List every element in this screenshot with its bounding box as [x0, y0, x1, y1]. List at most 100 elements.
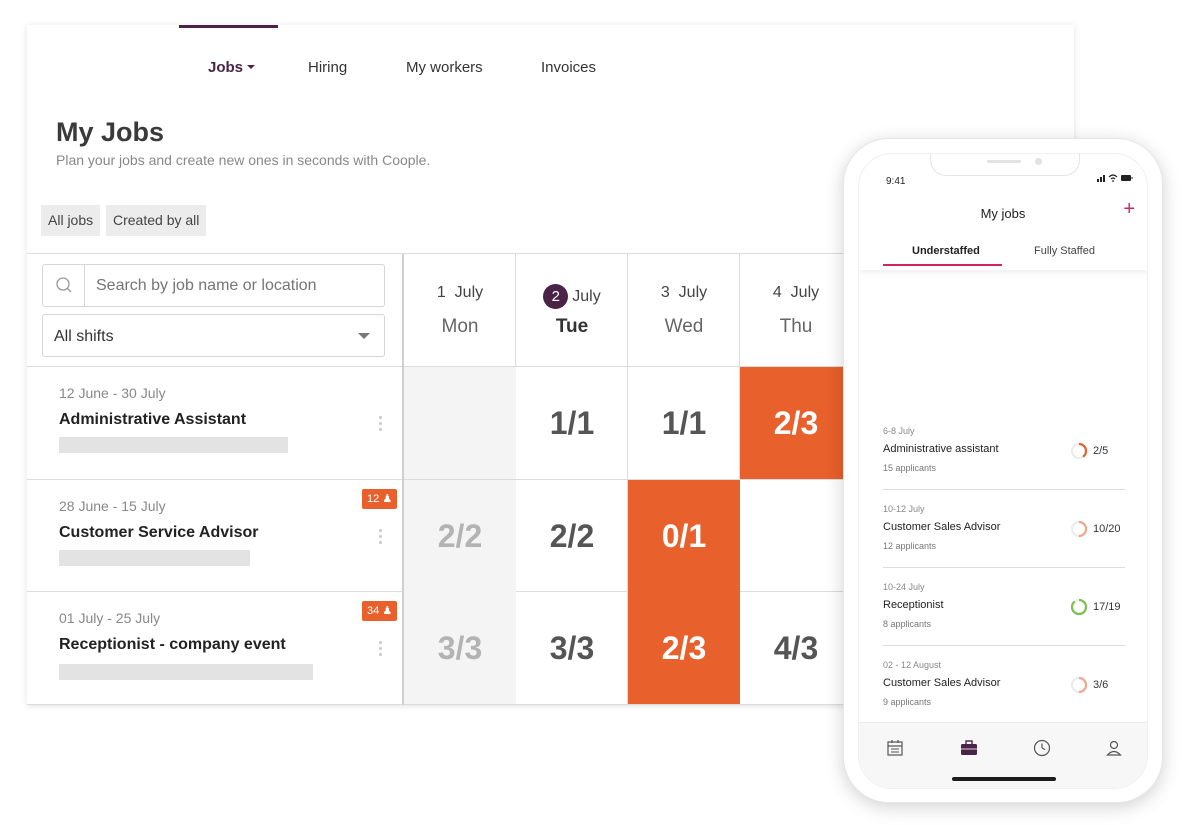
grid-divider — [27, 704, 1074, 705]
nav-my-workers[interactable]: My workers — [406, 59, 483, 76]
staffing-ring — [1070, 520, 1088, 538]
grid-divider — [27, 366, 1074, 367]
job-applicants: 8 applicants — [883, 619, 932, 629]
staffing-ring-fill — [1070, 676, 1088, 694]
grid-divider — [402, 254, 404, 705]
day-header: 4 July Thu — [740, 254, 852, 367]
nav-jobs[interactable]: Jobs — [208, 59, 256, 76]
day-name: Tue — [555, 316, 589, 337]
day-name: Thu — [779, 316, 813, 337]
job-title: Customer Sales Advisor — [883, 521, 1001, 533]
job-filter-panel: All shifts — [27, 254, 402, 705]
job-applicants: 12 applicants — [883, 541, 937, 551]
phone-job-item[interactable]: 02 - 12 August Customer Sales Advisor 9 … — [883, 646, 1125, 724]
nav-invoices[interactable]: Invoices — [541, 59, 597, 76]
shift-cell[interactable]: 1/1 — [549, 405, 595, 441]
briefcase-icon[interactable] — [959, 738, 979, 758]
shift-cell[interactable] — [404, 367, 516, 479]
today-marker: 2 — [543, 284, 569, 309]
person-icon: ♟ — [382, 605, 393, 617]
shift-select[interactable]: All shifts — [42, 314, 385, 357]
page-subtitle: Plan your jobs and create new ones in se… — [56, 152, 431, 168]
page-title: My Jobs — [56, 117, 165, 147]
job-row[interactable]: 34 ♟ 01 July - 25 July Receptionist - co… — [27, 592, 402, 704]
more-options-icon[interactable] — [379, 416, 382, 432]
plus-icon[interactable]: + — [1123, 198, 1135, 220]
shift-cell-understaffed[interactable]: 2/3 — [740, 367, 852, 479]
job-applicants: 9 applicants — [883, 697, 932, 707]
job-title: Customer Sales Advisor — [883, 677, 1001, 689]
status-time: 9:41 — [886, 176, 906, 187]
nav-jobs-label: Jobs — [208, 59, 244, 76]
grid-divider — [739, 254, 740, 705]
nav-hiring[interactable]: Hiring — [308, 59, 348, 76]
job-row[interactable]: 12 ♟ 28 June - 15 July Customer Service … — [27, 480, 402, 592]
applicant-badge[interactable]: 34 ♟ — [362, 601, 398, 621]
staffing-count: 17/19 — [1093, 601, 1121, 613]
shift-cell[interactable]: 2/2 — [549, 518, 595, 554]
staffing-ring-fill — [1070, 520, 1088, 538]
search-icon — [43, 265, 85, 306]
phone-mockup: 9:41 My jobs + Understaffed Fully Staffe… — [843, 138, 1163, 803]
caret-down-icon — [247, 65, 256, 70]
shift-cell[interactable] — [740, 480, 852, 592]
shift-cell[interactable]: 3/3 — [404, 592, 516, 704]
chevron-down-icon — [358, 333, 370, 339]
day-header: 1 July Mon — [404, 254, 516, 367]
applicant-badge[interactable]: 12 ♟ — [362, 489, 398, 509]
phone-job-item[interactable]: 10-12 July Customer Sales Advisor 12 app… — [883, 490, 1125, 568]
job-dates: 10-24 July — [883, 582, 925, 592]
home-indicator — [952, 777, 1056, 781]
job-applicants: 15 applicants — [883, 463, 937, 473]
more-options-icon[interactable] — [379, 529, 382, 545]
grid-divider — [27, 479, 1074, 480]
filter-created-by[interactable]: Created by all — [106, 205, 207, 236]
more-options-icon[interactable] — [379, 641, 382, 657]
phone-title: My jobs — [980, 206, 1026, 221]
job-dates: 02 - 12 August — [883, 660, 942, 670]
staffing-ring-fill — [1070, 442, 1088, 460]
job-dates: 28 June - 15 July — [59, 498, 166, 514]
tab-fully-staffed[interactable]: Fully Staffed — [1034, 245, 1095, 257]
shift-cell[interactable]: 3/3 — [549, 630, 595, 666]
job-title: Administrative Assistant — [59, 411, 247, 428]
day-name: Mon — [441, 316, 479, 337]
job-row[interactable]: 12 June - 30 July Administrative Assista… — [27, 367, 402, 479]
day-header-today: 2 July Tue — [516, 254, 628, 367]
search-input[interactable] — [96, 277, 376, 295]
person-icon: ♟ — [382, 493, 393, 505]
shift-select-value: All shifts — [54, 328, 114, 345]
nav-active-indicator — [179, 25, 278, 28]
staffing-ring — [1070, 598, 1088, 616]
staffing-count: 3/6 — [1093, 679, 1109, 691]
staffing-ring-fill — [1070, 598, 1088, 616]
status-icons — [1097, 173, 1133, 186]
phone-job-item[interactable]: 6-8 July Administrative assistant 15 app… — [883, 412, 1125, 490]
tab-understaffed[interactable]: Understaffed — [912, 245, 980, 257]
phone-job-item[interactable]: 10-24 July Receptionist 8 applicants 17/… — [883, 568, 1125, 646]
search-box[interactable] — [42, 264, 385, 307]
shift-cell[interactable]: 2/2 — [404, 480, 516, 592]
calendar-icon[interactable] — [885, 738, 905, 758]
shift-cell-understaffed[interactable]: 2/3 — [628, 592, 740, 704]
grid-divider — [515, 254, 516, 705]
phone-screen: 9:41 My jobs + Understaffed Fully Staffe… — [858, 153, 1148, 789]
user-icon[interactable] — [1104, 738, 1124, 758]
phone-notch — [930, 154, 1080, 176]
job-dates: 12 June - 30 July — [59, 385, 166, 401]
grid-divider — [27, 591, 1074, 592]
job-dates: 01 July - 25 July — [59, 610, 161, 626]
shift-cell[interactable]: 1/1 — [661, 405, 707, 441]
job-location-placeholder — [59, 437, 288, 453]
clock-icon[interactable] — [1032, 738, 1052, 758]
job-dates: 6-8 July — [883, 426, 915, 436]
filter-all-jobs[interactable]: All jobs — [41, 205, 101, 236]
shift-cell[interactable]: 4/3 — [773, 630, 819, 666]
job-title: Receptionist — [883, 599, 944, 611]
staffing-count: 2/5 — [1093, 445, 1109, 457]
shift-cell-understaffed[interactable]: 0/1 — [628, 480, 740, 592]
day-date: 4 July — [772, 284, 820, 301]
job-title: Administrative assistant — [883, 443, 999, 455]
grid-divider — [627, 254, 628, 705]
phone-bottom-nav — [859, 722, 1147, 788]
